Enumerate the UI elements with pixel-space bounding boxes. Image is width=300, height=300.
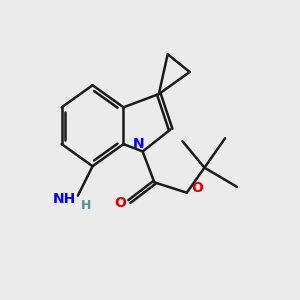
Text: O: O	[191, 181, 203, 195]
Text: NH: NH	[53, 192, 76, 206]
Text: N: N	[132, 137, 144, 151]
Text: O: O	[115, 196, 127, 210]
Text: H: H	[81, 200, 91, 212]
